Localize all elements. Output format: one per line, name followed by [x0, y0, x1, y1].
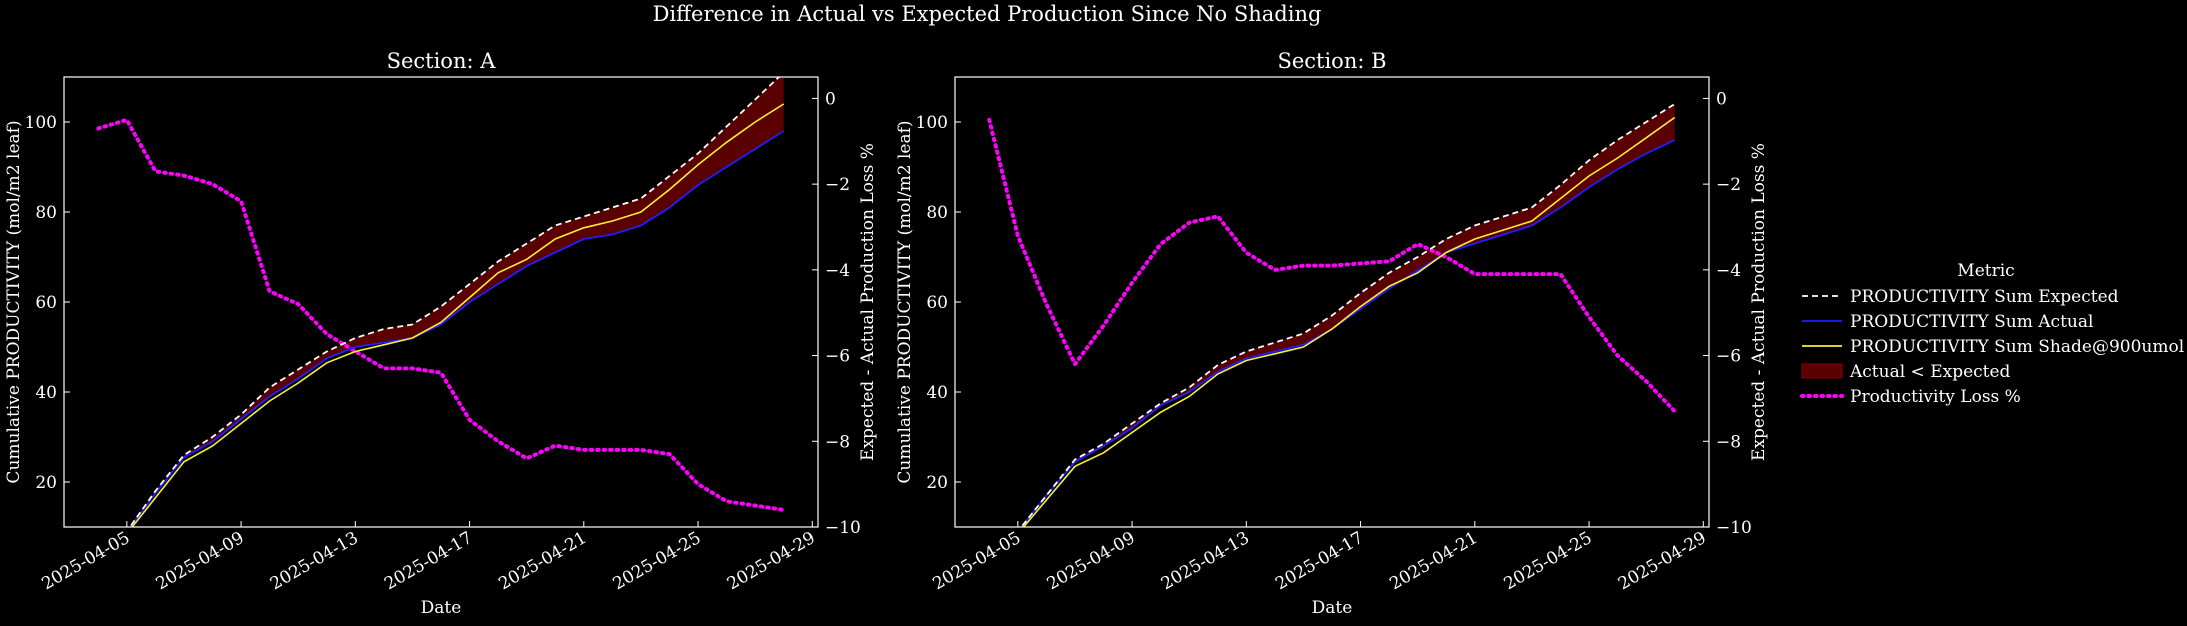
- y-tick-label: 60: [926, 293, 948, 313]
- panel-2: Section: B 20 40 60 80 100 −10 −8 −6 −4 −2 0 2025-04…: [895, 49, 1769, 618]
- y2-tick-label: −4: [825, 261, 850, 281]
- series-line-productivity-loss-: [987, 117, 1677, 414]
- x-tick-label: 2025-04-17: [1272, 528, 1367, 594]
- y2-tick-label: −10: [1716, 518, 1752, 538]
- x-tick-label: 2025-04-29: [1615, 528, 1710, 594]
- y-tick-label: 100: [25, 113, 57, 133]
- y-tick-label: 20: [926, 473, 948, 493]
- series-line-productivity-sum-actual: [129, 130, 785, 527]
- series-line-productivity-sum-shade-900umol: [131, 103, 785, 527]
- y-tick-label: 80: [35, 203, 57, 223]
- legend-label: PRODUCTIVITY Sum Actual: [1850, 312, 2093, 332]
- y2-tick-label: 0: [825, 89, 836, 109]
- y2-tick-label: −2: [1716, 175, 1741, 195]
- x-tick-label: 2025-04-09: [1044, 528, 1139, 594]
- x-tick-label: 2025-04-05: [929, 528, 1024, 594]
- y2-tick-label: −8: [825, 432, 850, 452]
- y2-tick-label: −2: [825, 175, 850, 195]
- legend-swatch: [1801, 363, 1843, 379]
- legend-label: PRODUCTIVITY Sum Expected: [1850, 287, 2119, 307]
- y2-tick-label: −4: [1716, 261, 1741, 281]
- x-tick-label: 2025-04-29: [724, 528, 819, 594]
- series-line-productivity-sum-expected: [1020, 103, 1676, 527]
- x-tick-label: 2025-04-25: [1501, 528, 1596, 594]
- y-tick-label: 60: [35, 293, 57, 313]
- legend-item: PRODUCTIVITY Sum Shade@900umol: [1802, 337, 2184, 357]
- fill-actual-below-expected: [129, 77, 784, 527]
- panels: Section: A 20 40 60 80 100 −10 −8 −6 −4 −2 0 2025-04…: [4, 49, 1769, 618]
- y2-tick-label: −10: [825, 518, 861, 538]
- fill-actual-below-expected: [1021, 104, 1675, 527]
- legend-label: Actual < Expected: [1849, 362, 2011, 382]
- y2-tick-label: 0: [1716, 89, 1727, 109]
- y-axis-label: Cumulative PRODUCTIVITY (mol/m2 leaf): [895, 120, 915, 483]
- x-tick-label: 2025-04-09: [153, 528, 248, 594]
- y2-tick-label: −6: [1716, 347, 1741, 367]
- legend-item: PRODUCTIVITY Sum Actual: [1802, 312, 2093, 332]
- series-line-productivity-loss-: [96, 117, 786, 512]
- panel-title: Section: B: [1277, 49, 1386, 73]
- y2-tick-label: −6: [825, 347, 850, 367]
- axes-frame: [954, 76, 1710, 528]
- series-line-productivity-sum-expected: [128, 77, 781, 527]
- legend-item: Actual < Expected: [1801, 362, 2011, 382]
- legend-item: Productivity Loss %: [1800, 387, 2021, 407]
- y-tick-label: 20: [35, 473, 57, 493]
- x-axis-label: Date: [421, 598, 462, 618]
- x-tick-label: 2025-04-17: [381, 528, 476, 594]
- y2-axis-label: Expected - Actual Production Loss %: [858, 143, 878, 461]
- x-tick-label: 2025-04-13: [1158, 528, 1253, 594]
- y2-tick-label: −8: [1716, 432, 1741, 452]
- plot-area: [96, 77, 786, 527]
- x-tick-label: 2025-04-21: [1386, 528, 1481, 594]
- panel-1: Section: A 20 40 60 80 100 −10 −8 −6 −4 −2 0 2025-04…: [4, 49, 878, 618]
- y2-axis-label: Expected - Actual Production Loss %: [1749, 143, 1769, 461]
- axes-frame: [63, 76, 819, 528]
- x-tick-label: 2025-04-25: [610, 528, 705, 594]
- x-tick-label: 2025-04-13: [267, 528, 362, 594]
- panel-title: Section: A: [387, 49, 497, 73]
- plot-area: [987, 103, 1677, 527]
- legend-title: Metric: [1957, 261, 2014, 281]
- y-tick-label: 100: [916, 113, 948, 133]
- x-tick-label: 2025-04-05: [38, 528, 133, 594]
- legend: Metric PRODUCTIVITY Sum Expected PRODUCTI…: [1800, 261, 2184, 407]
- y-tick-label: 40: [35, 383, 57, 403]
- legend-item: PRODUCTIVITY Sum Expected: [1802, 287, 2119, 307]
- series-line-productivity-sum-actual: [1020, 139, 1676, 527]
- legend-label: Productivity Loss %: [1850, 387, 2021, 407]
- y-tick-label: 40: [926, 383, 948, 403]
- legend-label: PRODUCTIVITY Sum Shade@900umol: [1850, 337, 2184, 357]
- x-axis-label: Date: [1312, 598, 1353, 618]
- y-tick-label: 80: [926, 203, 948, 223]
- x-tick-label: 2025-04-21: [495, 528, 590, 594]
- y-axis-label: Cumulative PRODUCTIVITY (mol/m2 leaf): [4, 120, 24, 483]
- series-line-productivity-sum-shade-900umol: [1022, 116, 1676, 527]
- figure-title: Difference in Actual vs Expected Product…: [653, 2, 1322, 26]
